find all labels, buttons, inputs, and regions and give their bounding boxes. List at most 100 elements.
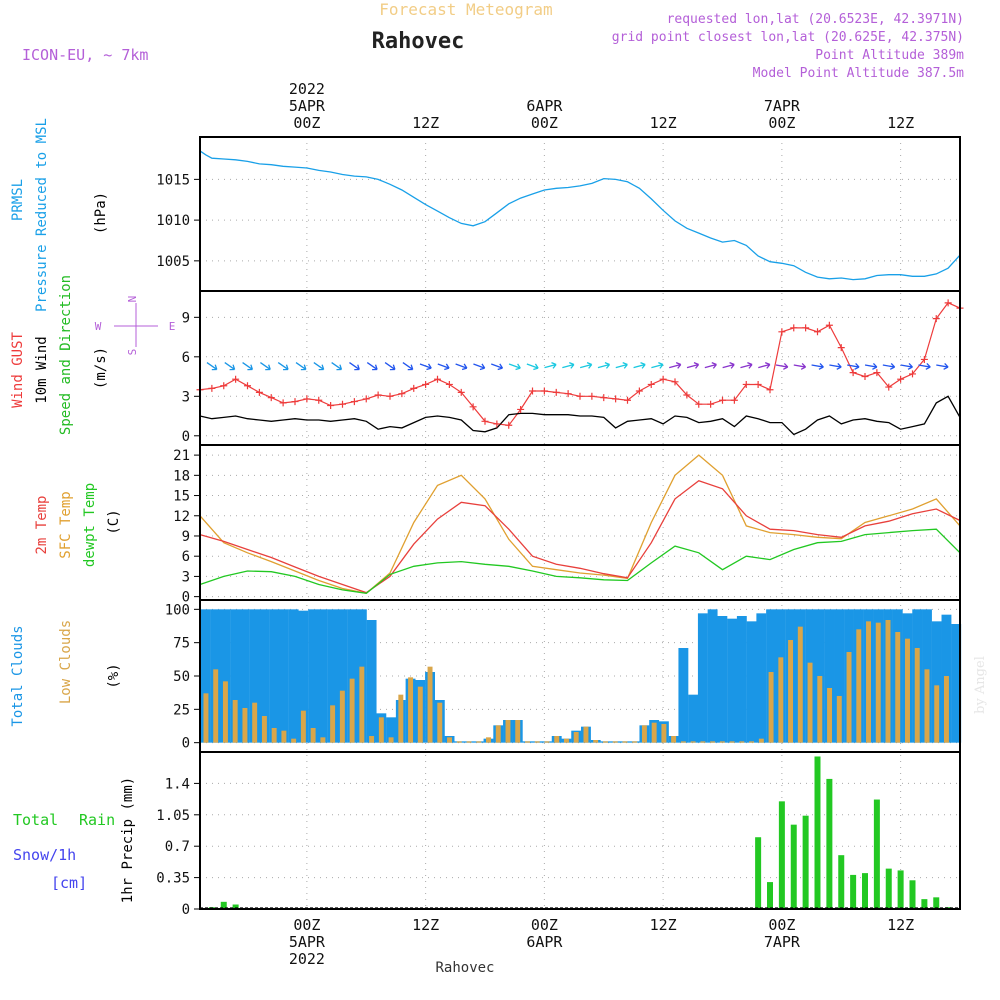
low-cloud-bar [456,741,462,743]
total-cloud-bar [337,609,348,743]
low-cloud-bar [885,620,891,743]
cloud-labels: Total Clouds Low Clouds (%) [10,620,122,727]
wind-arrow-shape [615,362,628,369]
low-cloud-bar [875,622,881,743]
wind-arrow-shape [847,362,860,370]
low-cloud-bar [593,740,599,743]
total-cloud-bar [201,609,211,743]
dewpt-label: dewpt Temp [82,483,98,567]
total-cloud-bar [239,609,250,743]
compass-rose: N S W E [95,296,176,356]
low-cloud-bar [778,657,784,743]
gust-marker [350,398,358,406]
gust-marker [517,405,525,413]
low-cloud-bar [719,741,725,743]
wind-arrow [437,363,450,371]
wind-arrow-shape [900,362,913,370]
total-cloud-bar [317,609,328,743]
low-cloud-bar [768,672,774,743]
ytick-label-p3-1: 25 [173,702,190,718]
low-cloud-bar [934,685,940,743]
wind-arrow-shape [366,362,378,371]
top-tick-label-5-0: 12Z [887,114,914,132]
ytick-label-p3-3: 75 [173,636,190,652]
wind-arrow [242,362,254,371]
wind-arrow [633,362,646,369]
wind-arrow-shape [384,362,396,371]
low-cloud-bar [476,741,482,743]
wind-arrow [313,362,325,371]
rain-bar [909,880,916,909]
watermark: by Angel [973,656,988,714]
low-cloud-bar [905,638,910,743]
top-tick-label-2-1: 00Z [531,114,558,132]
rain-label: Rain [79,811,115,829]
wind-arrow [918,362,931,370]
low-cloud-bar [817,676,823,743]
wind-arrow-shape [491,363,504,371]
low-cloud-bar [495,725,501,743]
rain-bar [862,873,868,909]
gust-marker [434,375,441,383]
low-cloud-bar [515,720,521,743]
gust-marker [279,399,287,407]
bottom-tick-label-5-0: 12Z [887,916,914,934]
low-cloud-bar [563,738,569,743]
total-cloud-bar [697,613,708,743]
rain-bar [790,824,797,909]
wind-arrow-shape [277,362,289,371]
ytick-label-p4-1: 0.35 [156,871,190,887]
total-cloud-bar [931,621,942,743]
low-cloud-bar [895,632,901,743]
top-tick-label-1-0: 12Z [412,114,439,132]
low-cloud-bar [378,717,384,743]
ytick-label-p2-2: 6 [182,549,190,565]
rain-bar [778,801,785,909]
gust-marker [255,388,263,396]
bottom-tick-label-0-0: 00Z [293,916,320,934]
ytick-label-p4-0: 0 [182,902,190,918]
wind10-label: 10m Wind [34,336,50,403]
low-cloud-bar [807,662,813,743]
low-cloud-bar [369,736,375,743]
ytick-label-p1-2: 6 [182,350,190,366]
total-cloud-bar [727,618,738,743]
low-cloud-bar [213,669,219,743]
wind-arrow-shape [242,362,254,371]
top-tick-label-0-0: 2022 [289,80,325,98]
low-cloud-bar [339,690,345,743]
gridlines [200,137,960,910]
wind-arrow-shape [864,362,878,370]
wind-arrow-shape [722,362,735,369]
total-cloud-bar [220,609,231,743]
wind-arrow-shape [669,362,682,369]
total-cloud-bar [288,609,299,743]
speed-dir-label: Speed and Direction [58,275,74,435]
gust-marker [457,388,465,396]
wind-arrow [651,362,664,369]
gust-marker [540,387,548,395]
wind-arrow-shape [633,362,646,369]
sfc-label: SFC Temp [58,491,74,558]
wind-arrow [473,363,486,371]
total-cloud-bar [756,613,767,743]
gust-marker [303,395,311,403]
bottom-tick-label-2-1: 6APR [526,933,563,951]
gust-marker [909,370,916,378]
total-cloud-bar [678,648,689,743]
temp-unit: (C) [106,509,122,534]
low-cloud-bar [758,738,764,743]
wind-arrow-shape [562,362,575,369]
rain-bar [897,870,904,909]
gust-marker [481,417,489,425]
total-cloud-bar [688,694,699,743]
wind-arrow-shape [918,362,931,370]
low-cloud-bar [525,741,530,743]
low-cloud-bar [408,677,414,743]
rain-bar [850,874,857,909]
rain-bar [755,837,762,909]
low-cloud-bar [641,725,647,743]
ytick-label-p1-1: 3 [182,389,190,405]
ytick-label-p3-0: 0 [182,736,190,752]
